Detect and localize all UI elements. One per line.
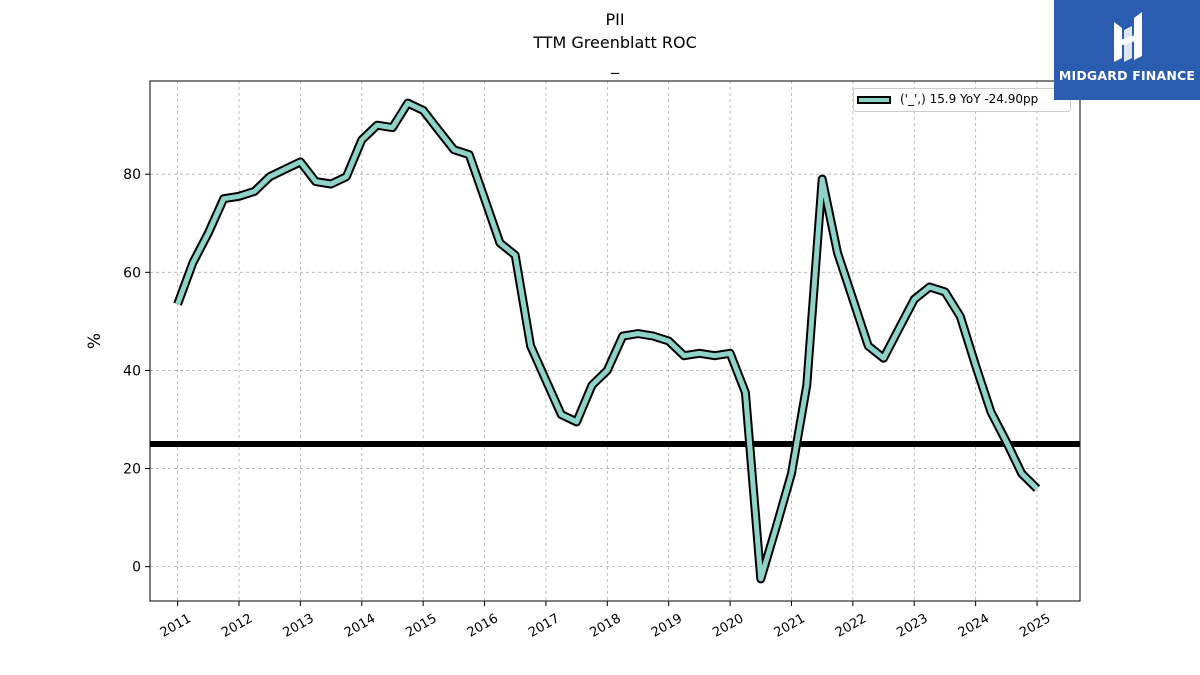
x-tick-label: 2011 [158,611,194,641]
x-tick-label: 2023 [894,611,930,641]
brand-logo: MIDGARD FINANCE [1054,0,1200,100]
y-tick-label: 20 [123,462,141,478]
x-tick-label: 2022 [833,611,869,641]
series-lines [173,98,1041,584]
logo-text: MIDGARD FINANCE [1058,68,1196,83]
x-tick-label: 2018 [587,611,623,641]
grid-lines [150,81,1080,601]
legend: ('_',) 15.9 YoY -24.90pp [853,88,1071,112]
y-tick-label: 60 [123,265,141,281]
y-axis-ticks: 0 20 40 60 80 [123,167,150,576]
plot-frame [149,80,1081,602]
x-tick-label: 2025 [1017,611,1053,641]
x-tick-label: 2021 [772,611,808,641]
y-tick-label: 40 [123,363,141,379]
x-tick-label: 2012 [219,611,255,641]
series-line [175,100,1039,582]
y-axis-label: % [85,333,105,349]
chart-subtitle: TTM Greenblatt ROC [533,33,697,52]
x-tick-label: 2014 [342,611,378,641]
logo-mark-icon [1114,12,1142,62]
x-tick-label: 2013 [281,611,317,641]
x-tick-label: 2016 [465,611,501,641]
x-tick-label: 2024 [956,611,992,641]
x-axis-ticks: 2011 2012 2013 2014 2015 2016 2017 2018 2019 2020… [158,601,1053,641]
y-tick-label: 80 [123,167,141,183]
chart-title: PII [605,10,625,29]
x-tick-label: 2017 [526,611,562,641]
chart-subtitle-2: _ [611,55,619,74]
legend-entry-label: ('_',) 15.9 YoY -24.90pp [900,92,1039,106]
legend-swatch [857,96,891,104]
y-tick-label: 0 [132,560,141,576]
x-tick-label: 2015 [403,611,439,641]
x-tick-label: 2020 [710,611,746,641]
x-tick-label: 2019 [649,611,685,641]
